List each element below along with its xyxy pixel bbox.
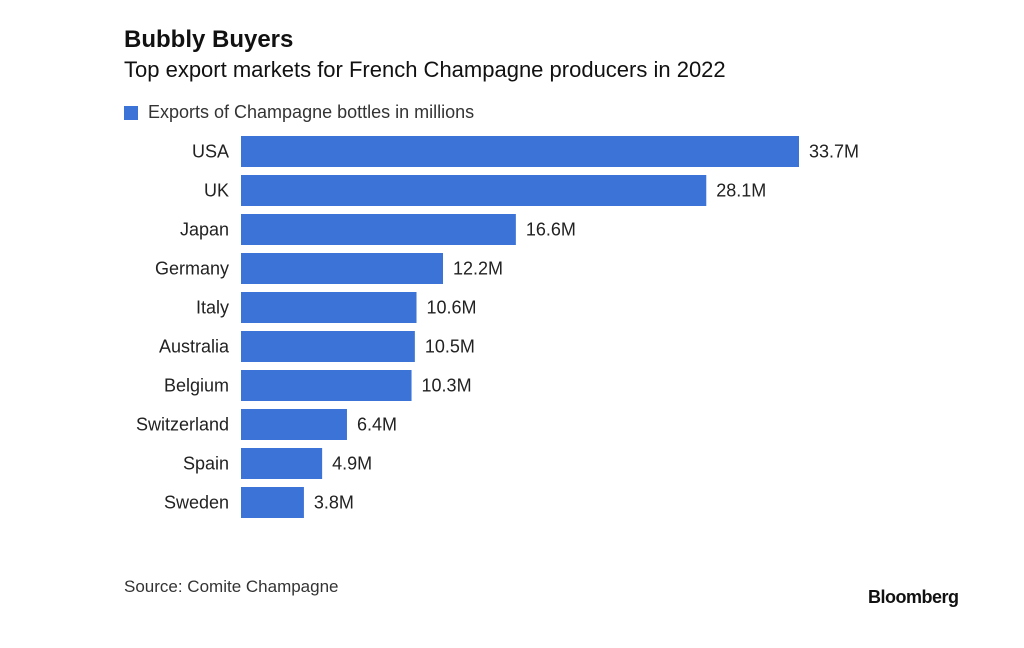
- category-label: Switzerland: [136, 415, 229, 435]
- bar: [241, 370, 412, 401]
- chart-subtitle: Top export markets for French Champagne …: [124, 57, 726, 82]
- data-label: 16.6M: [526, 220, 576, 240]
- bar: [241, 409, 347, 440]
- bar: [241, 175, 707, 206]
- bar: [241, 214, 516, 245]
- source-note: Source: Comite Champagne: [124, 577, 339, 596]
- bar: [241, 136, 799, 167]
- bar: [241, 487, 304, 518]
- category-label: Spain: [183, 454, 229, 474]
- category-label: Sweden: [164, 493, 229, 513]
- category-label: Germany: [155, 259, 229, 279]
- data-label: 3.8M: [314, 493, 354, 513]
- data-label: 4.9M: [332, 454, 372, 474]
- data-label: 12.2M: [453, 259, 503, 279]
- data-label: 10.5M: [425, 337, 475, 357]
- category-label: Australia: [159, 337, 230, 357]
- category-label: UK: [204, 181, 229, 201]
- bar: [241, 292, 417, 323]
- legend-label: Exports of Champagne bottles in millions: [148, 102, 475, 122]
- data-label: 10.3M: [422, 376, 472, 396]
- legend: Exports of Champagne bottles in millions: [124, 102, 474, 123]
- bloomberg-logo: Bloomberg: [868, 587, 959, 607]
- category-label: Italy: [196, 298, 229, 318]
- bar: [241, 448, 323, 479]
- category-label: Japan: [180, 220, 229, 240]
- data-label: 6.4M: [357, 415, 397, 435]
- data-label: 10.6M: [427, 298, 477, 318]
- data-label: 33.7M: [809, 142, 859, 162]
- bar: [241, 331, 415, 362]
- category-label: Belgium: [164, 376, 229, 396]
- legend-swatch: [124, 105, 138, 120]
- chart-title: Bubbly Buyers: [124, 26, 294, 53]
- category-label: USA: [192, 142, 229, 162]
- bar: [241, 253, 444, 284]
- data-label: 28.1M: [716, 181, 766, 201]
